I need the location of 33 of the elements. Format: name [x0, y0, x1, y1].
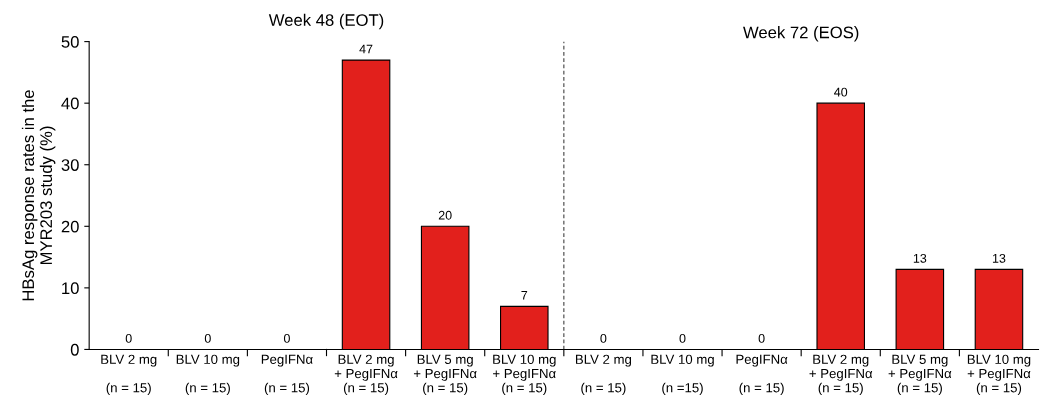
category-label: BLV 10 mg (n =15) [651, 354, 714, 396]
data-label: 40 [834, 87, 848, 97]
data-label: 0 [679, 333, 686, 343]
category-label: PegIFNα (n = 15) [736, 354, 788, 396]
data-label: 0 [600, 333, 607, 343]
data-label: 20 [438, 210, 452, 220]
data-label: 13 [992, 253, 1006, 263]
text: Week 48 (EOT) [268, 13, 384, 30]
y-tick-label: 40 [61, 97, 79, 110]
data-label: 47 [359, 44, 373, 54]
category-label: BLV 10 mg (n = 15) [176, 354, 240, 396]
data-label: 7 [521, 290, 528, 300]
x-tick-label: BLV 2 mg + PegIFNα (n = 15) [334, 354, 398, 396]
y-tick-label: 10 [62, 282, 79, 295]
data-label: 0 [758, 333, 765, 343]
category-label: BLV 2 mg (n = 15) [101, 354, 157, 396]
data-label: 0 [283, 333, 290, 343]
data-label: 0 [204, 333, 211, 343]
data-label: 13 [913, 253, 927, 263]
category-label: BLV 2 mg (n = 15) [575, 354, 632, 396]
data-label: 0 [125, 333, 132, 343]
category-label: PegIFNα (n = 15) [261, 354, 313, 396]
x-tick-label: BLV 5 mg + PegIFNα (n = 15) [413, 354, 477, 396]
y-tick-label: 50 [61, 36, 79, 48]
x-tick-label: BLV 10 mg + PegIFNα (n = 15) [967, 354, 1031, 396]
y-tick-label: 20 [61, 220, 79, 233]
x-tick-label: BLV 10 mg + PegIFNα (n = 15) [493, 354, 556, 396]
x-tick-label: BLV 5 mg + PegIFNα (n = 15) [888, 354, 952, 396]
y-tick-label: 0 [70, 343, 79, 356]
x-tick-label: BLV 2 mg + PegIFNα (n = 15) [809, 354, 873, 396]
text: Week 72 (EOS) [743, 26, 859, 42]
y-axis-title: HBsAg response rates in the MYR203 study (%) [21, 90, 56, 301]
y-tick-label: 30 [61, 159, 79, 171]
